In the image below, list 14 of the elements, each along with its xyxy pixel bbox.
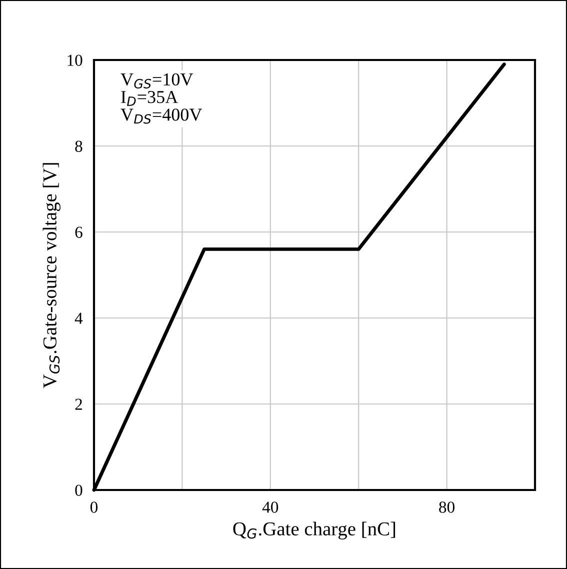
- x-tick-label: 0: [90, 502, 98, 513]
- y-tick-label: 8: [75, 140, 82, 152]
- y-tick-label: 2: [75, 398, 82, 410]
- y-tick-label: 4: [74, 312, 83, 324]
- y-tick-label: 6: [75, 226, 82, 238]
- annotation: I$_{D}$=35A: [121, 90, 178, 106]
- x-tick-label: 40: [262, 502, 278, 513]
- x-tick-label: 80: [439, 502, 454, 513]
- y-tick-label: 0: [75, 484, 82, 496]
- y-axis-title: V$_{GS}$.Gate-source voltage [V]: [42, 163, 60, 388]
- y-tick-label: 10: [68, 54, 82, 66]
- annotation: V$_{GS}$=10V: [120, 73, 194, 88]
- annotation: V$_{DS}$=400V: [120, 108, 202, 124]
- x-axis-title: Q$_{G}$.Gate charge [nC]: [233, 522, 396, 540]
